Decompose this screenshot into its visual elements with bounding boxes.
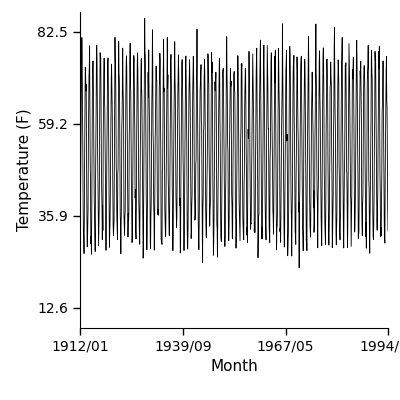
X-axis label: Month: Month [210,359,258,374]
Y-axis label: Temperature (F): Temperature (F) [17,109,32,231]
